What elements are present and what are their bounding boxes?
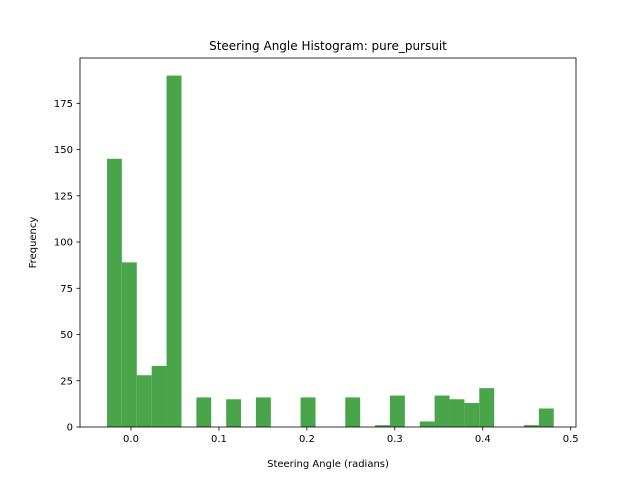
y-tick-label-6: 150	[54, 145, 73, 156]
histogram-bar-11	[389, 395, 405, 427]
x-axis-label: Steering Angle (radians)	[267, 459, 389, 470]
y-tick-label-4: 100	[54, 238, 73, 249]
histogram-bar-12	[419, 421, 435, 427]
bar-group	[106, 75, 554, 428]
x-tick-label-4: 0.4	[475, 434, 491, 445]
histogram-bar-14	[449, 399, 465, 427]
histogram-bar-2	[136, 375, 152, 427]
y-tick-label-2: 50	[60, 330, 73, 341]
histogram-bar-8	[300, 397, 316, 427]
x-tick-label-0: 0.0	[123, 434, 139, 445]
histogram-bar-4	[166, 75, 182, 428]
y-tick-label-7: 175	[54, 99, 73, 110]
y-axis: 0 25 50 75 100 125 150 175	[54, 99, 80, 434]
x-tick-label-3: 0.3	[387, 434, 403, 445]
x-tick-label-1: 0.1	[211, 434, 227, 445]
y-axis-label: Frequency	[28, 217, 39, 269]
histogram-bar-15	[464, 402, 480, 427]
histogram-bar-5	[196, 397, 212, 427]
y-tick-label-5: 125	[54, 191, 73, 202]
y-tick-label-1: 25	[60, 376, 73, 387]
histogram-bar-17	[523, 425, 539, 427]
histogram-bar-18	[538, 408, 554, 427]
histogram-bar-9	[345, 397, 361, 427]
histogram-bar-1	[121, 262, 137, 427]
histogram-bar-16	[479, 388, 495, 427]
histogram-bar-7	[255, 397, 271, 427]
x-axis: 0.0 0.1 0.2 0.3 0.4 0.5	[123, 427, 579, 445]
x-tick-label-2: 0.2	[299, 434, 315, 445]
histogram-bar-0	[106, 158, 122, 427]
histogram-bar-3	[151, 365, 167, 427]
plot-frame	[79, 57, 577, 428]
x-tick-label-5: 0.5	[563, 434, 579, 445]
y-tick-label-0: 0	[67, 423, 73, 434]
histogram-bar-13	[434, 395, 450, 427]
y-tick-label-3: 75	[60, 284, 73, 295]
chart-title: Steering Angle Histogram: pure_pursuit	[209, 39, 447, 53]
histogram-bar-10	[375, 425, 390, 427]
histogram-bar-6	[226, 399, 242, 427]
